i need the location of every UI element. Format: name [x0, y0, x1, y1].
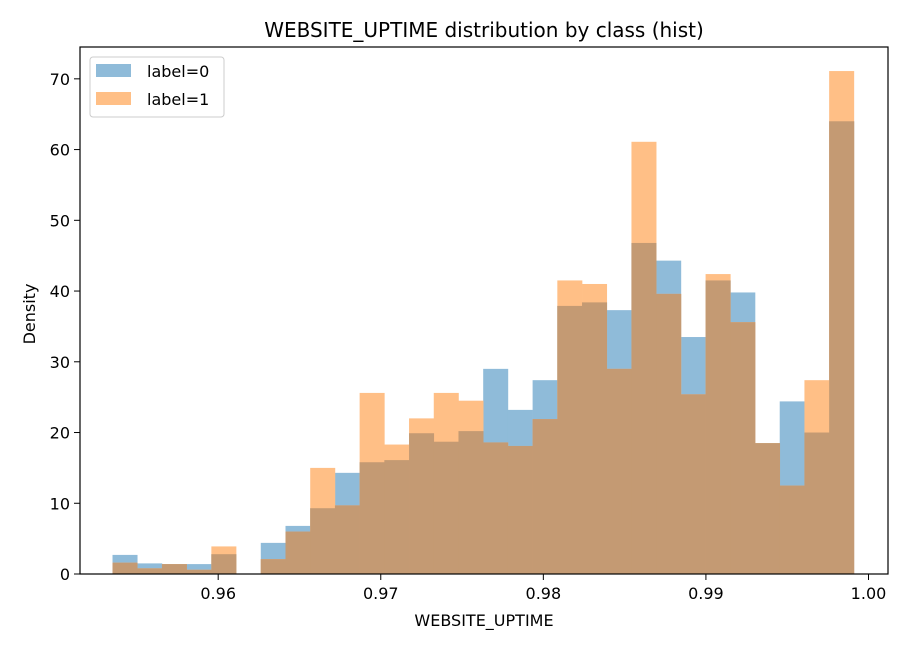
y-tick-label: 20	[50, 424, 70, 443]
bar-overlap	[186, 569, 212, 574]
bar-overlap	[779, 485, 805, 574]
bar-overlap	[310, 508, 336, 574]
x-tick-label: 0.97	[363, 584, 399, 603]
bar-overlap	[260, 559, 286, 574]
y-tick-label: 30	[50, 353, 70, 372]
x-tick-label: 1.00	[851, 584, 887, 603]
y-axis-ticks: 0 10 20 30 40 50 60 70	[50, 70, 80, 584]
y-tick-label: 10	[50, 494, 70, 513]
y-tick-label: 0	[60, 565, 70, 584]
bar-overlap	[211, 554, 237, 574]
bar-overlap	[656, 293, 682, 574]
bar-overlap	[507, 445, 533, 574]
bar-overlap	[409, 433, 435, 574]
bar-overlap	[359, 462, 385, 574]
x-axis-ticks: 0.96 0.97 0.98 0.99 1.00	[200, 574, 886, 603]
chart-title: WEBSITE_UPTIME distribution by class (hi…	[264, 18, 704, 42]
plot-frame	[79, 46, 889, 575]
overlap-bars	[112, 121, 855, 575]
bar-overlap	[384, 460, 410, 574]
legend-label-1: label=1	[147, 90, 209, 109]
bar-overlap	[755, 443, 781, 574]
legend-swatch-label-0	[96, 64, 131, 77]
bar-overlap	[112, 562, 138, 574]
bar-overlap	[606, 368, 632, 574]
y-tick-label: 60	[50, 141, 70, 160]
bar-overlap	[804, 432, 830, 574]
legend: label=0 label=1	[89, 56, 225, 118]
bar-overlap	[433, 441, 459, 574]
bar-overlap	[285, 531, 311, 574]
legend-label-0: label=0	[147, 62, 209, 81]
bar-overlap	[557, 305, 583, 574]
bar-overlap	[680, 394, 706, 574]
x-tick-label: 0.99	[688, 584, 724, 603]
x-tick-label: 0.98	[526, 584, 562, 603]
bar-overlap	[532, 419, 558, 574]
bar-overlap	[483, 442, 509, 574]
bar-overlap	[730, 322, 756, 574]
bar-overlap	[334, 505, 360, 574]
x-axis-label: WEBSITE_UPTIME	[414, 611, 553, 631]
bar-overlap	[137, 568, 163, 574]
bar-overlap	[705, 280, 731, 574]
bar-overlap	[458, 431, 484, 574]
bar-overlap	[582, 302, 608, 574]
y-tick-label: 40	[50, 282, 70, 301]
y-tick-label: 70	[50, 70, 70, 89]
x-tick-label: 0.96	[200, 584, 236, 603]
y-axis-label: Density	[20, 284, 39, 345]
bar-overlap	[829, 121, 855, 574]
bar-label-0	[186, 564, 212, 574]
bar-overlap	[161, 564, 187, 574]
bar-overlap	[631, 242, 657, 575]
legend-swatch-label-1	[96, 92, 131, 105]
y-tick-label: 50	[50, 211, 70, 230]
